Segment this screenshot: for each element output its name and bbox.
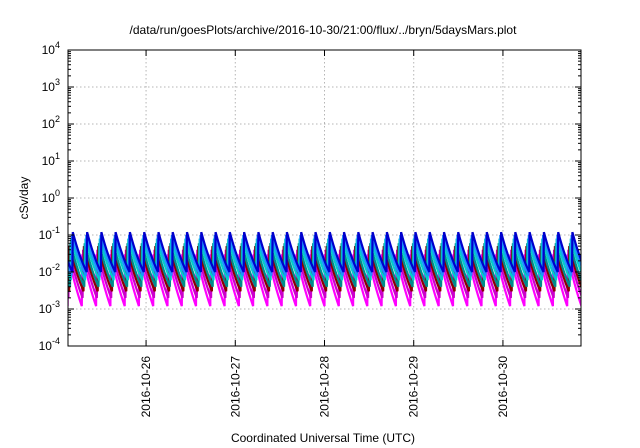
- y-tick-label: 10-3: [39, 299, 60, 316]
- x-axis-label: Coordinated Universal Time (UTC): [231, 431, 415, 445]
- y-tick-label: 10-2: [39, 262, 60, 279]
- y-axis-ticks: 10-4 10-3 10-2 10-1 100 101 102 103 104: [39, 40, 581, 353]
- series-line: [68, 231, 581, 273]
- x-tick-label: 2016-10-26: [139, 356, 153, 418]
- x-tick-label: 2016-10-29: [407, 356, 421, 418]
- y-tick-label: 10-4: [39, 336, 60, 353]
- y-tick-label: 100: [42, 188, 60, 205]
- x-tick-label: 2016-10-28: [318, 356, 332, 418]
- x-axis-ticks: 2016-10-26 2016-10-27 2016-10-28 2016-10-29…: [139, 50, 510, 417]
- x-tick-label: 2016-10-30: [496, 356, 510, 418]
- y-tick-label: 101: [42, 151, 60, 168]
- y-tick-label: 10-1: [39, 225, 60, 242]
- y-tick-label: 104: [42, 40, 60, 57]
- x-tick-label: 2016-10-27: [228, 356, 242, 418]
- y-axis-label: cSv/day: [17, 177, 31, 220]
- series-layer: [68, 231, 581, 307]
- y-tick-label: 103: [42, 77, 60, 94]
- y-tick-label: 102: [42, 114, 60, 131]
- chart-title: /data/run/goesPlots/archive/2016-10-30/2…: [130, 23, 518, 37]
